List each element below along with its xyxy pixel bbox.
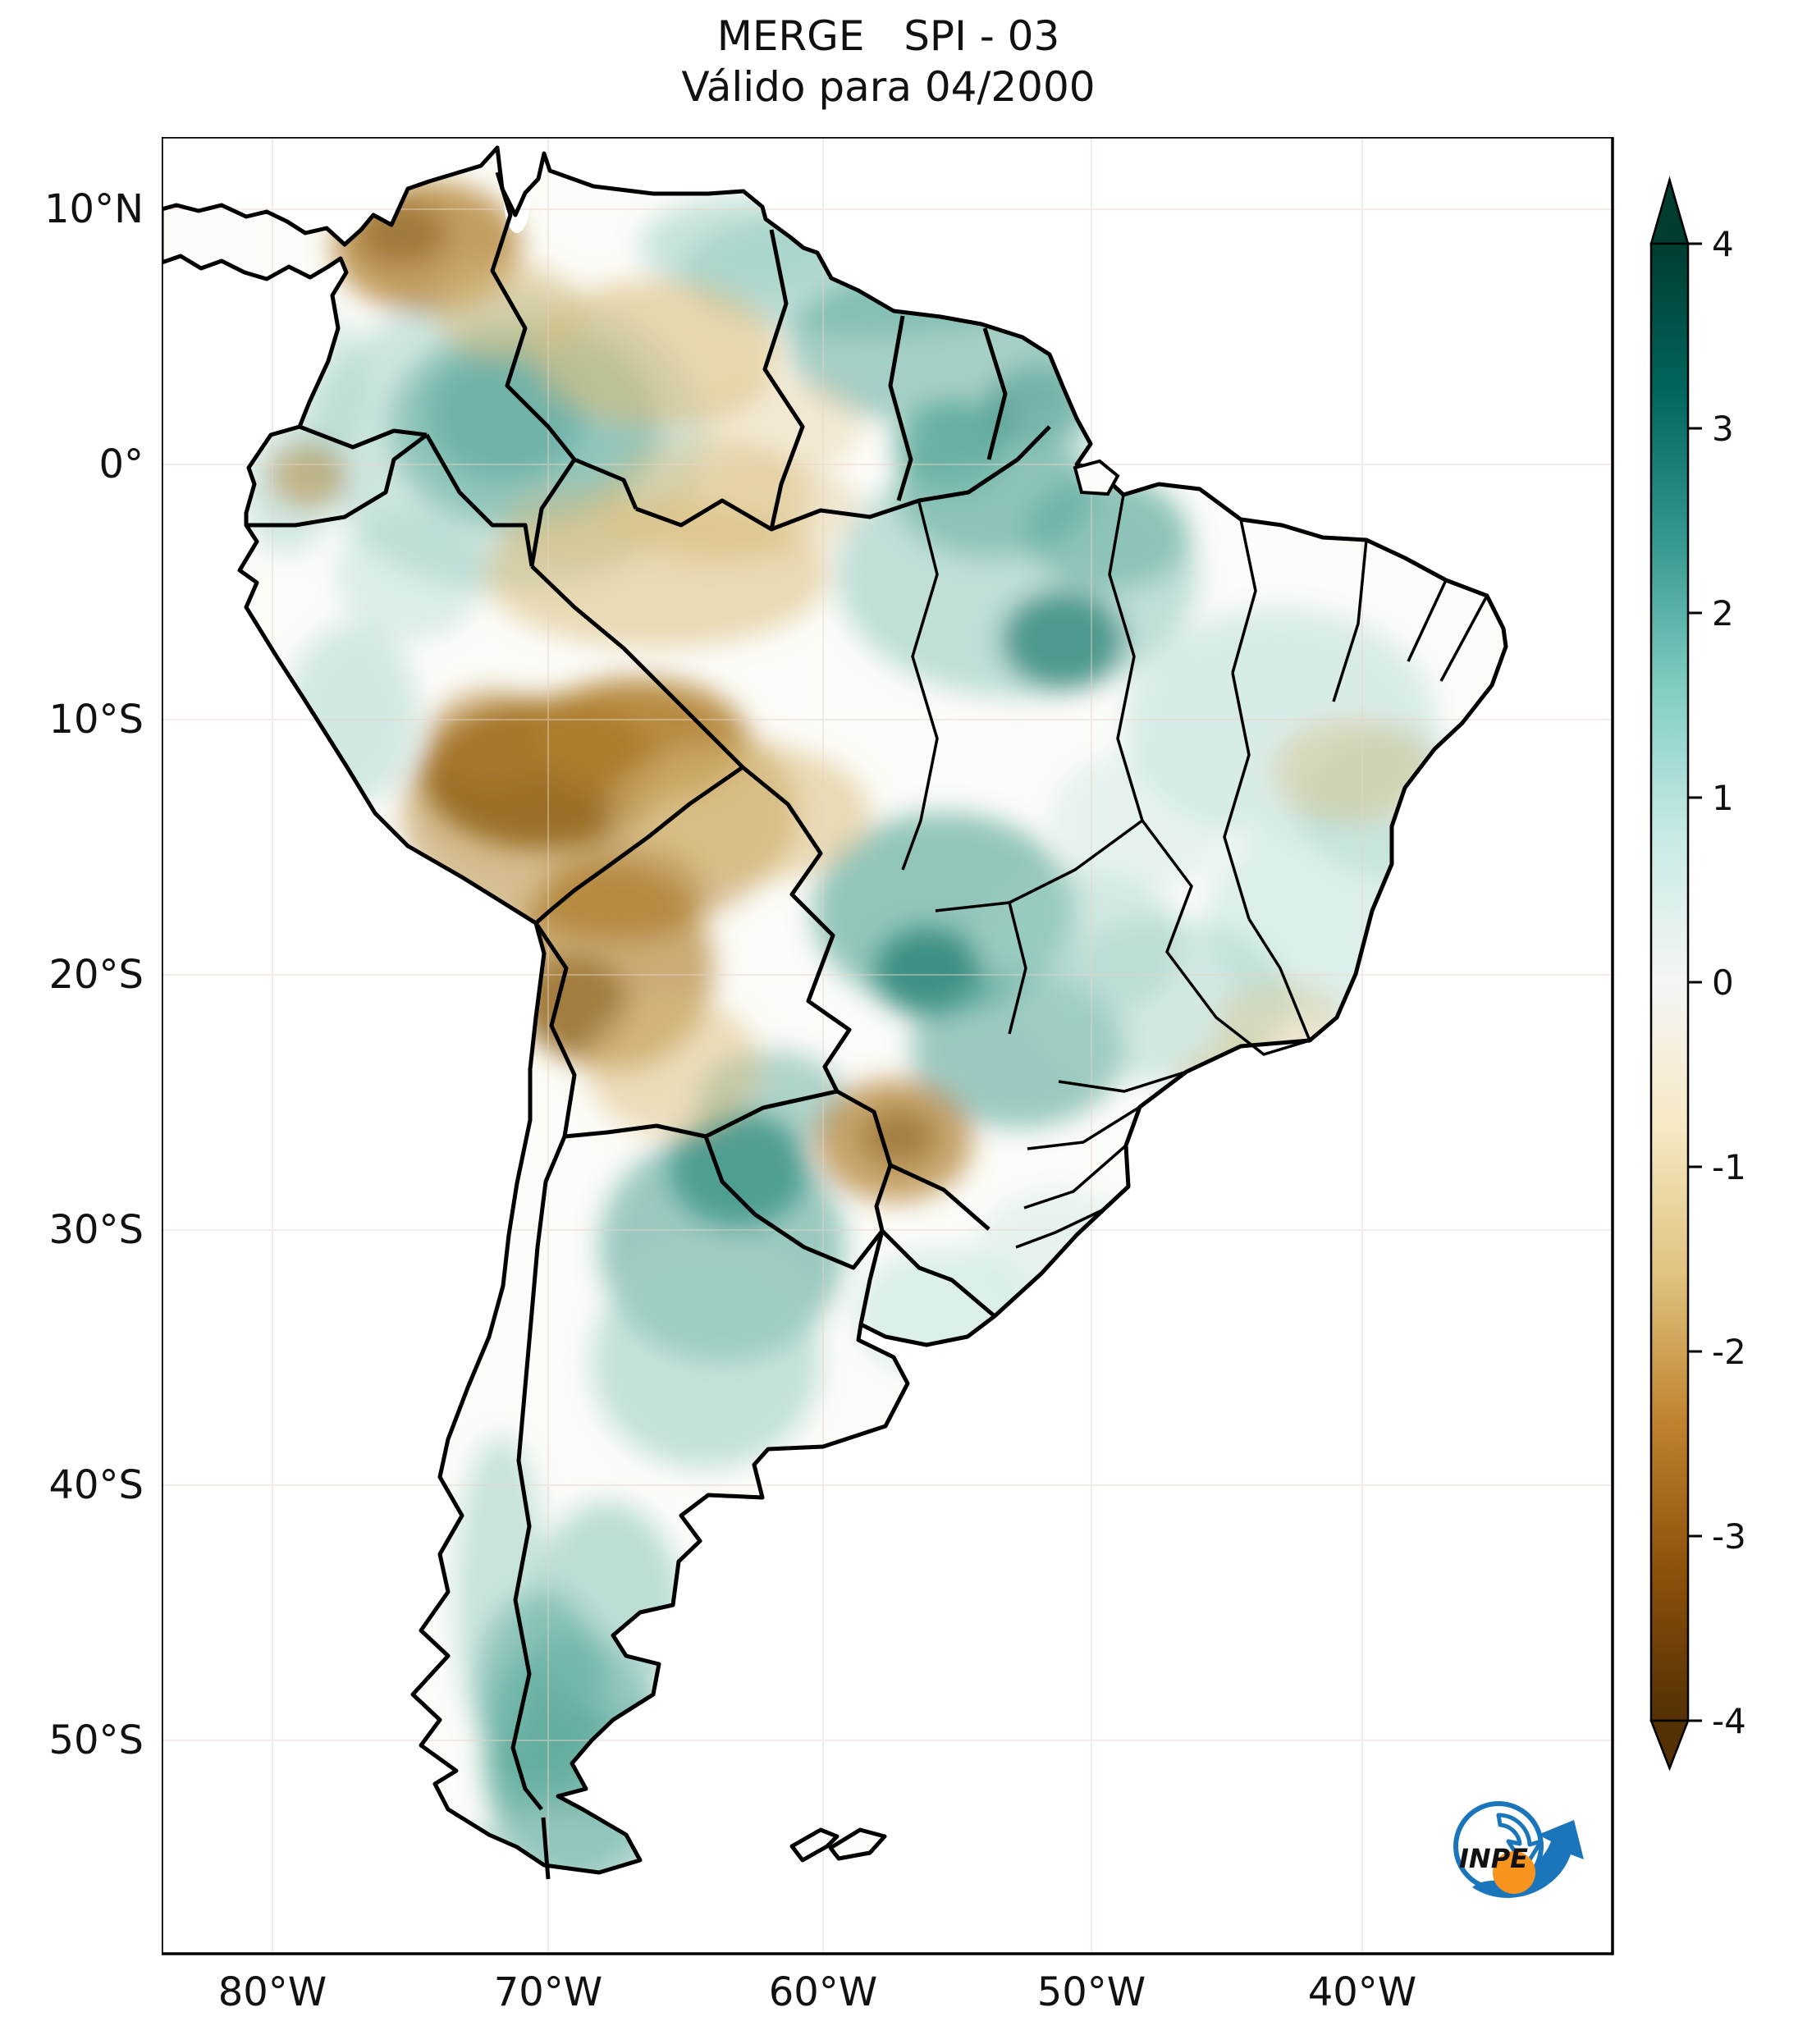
lat-tick-20s: 20°S [48, 952, 144, 998]
cb-label-0: 0 [1712, 963, 1734, 1003]
inpe-logo-sun-icon [1493, 1851, 1535, 1894]
map-canvas [162, 137, 1614, 1955]
inpe-logo: INPE [1453, 1801, 1584, 1898]
cb-label-3: 3 [1712, 409, 1734, 449]
chart-subtitle: Válido para 04/2000 [681, 63, 1096, 111]
lon-tick-40w: 40°W [1307, 1969, 1417, 2015]
graticule [162, 137, 1614, 1955]
cb-label-m3: -3 [1712, 1516, 1746, 1557]
spi-anomaly-field [242, 181, 1494, 1873]
country-borders [246, 171, 1051, 1880]
lon-tick-80w: 80°W [217, 1969, 327, 2015]
colorbar-extend-min [1649, 1719, 1690, 1772]
lat-tick-40s: 40°S [48, 1462, 144, 1508]
lon-tick-70w: 70°W [493, 1969, 603, 2015]
lon-tick-60w: 60°W [768, 1969, 878, 2015]
lat-tick-10s: 10°S [48, 697, 144, 743]
inpe-logo-up-arrow-icon [1472, 1820, 1584, 1898]
lat-tick-30s: 30°S [48, 1207, 144, 1253]
state-borders [901, 494, 1489, 1249]
cb-label-m1: -1 [1712, 1147, 1746, 1187]
cb-label-4: 4 [1712, 224, 1734, 264]
falkland-islands [789, 1827, 887, 1863]
colorbar-tick-labels: 4 3 2 1 0 -1 -2 -3 -4 [1712, 224, 1746, 1741]
colorbar-gradient [1649, 242, 1690, 1722]
cb-label-2: 2 [1712, 593, 1734, 633]
colorbar-ticks [1688, 242, 1702, 1722]
lat-tick-0: 0° [98, 441, 144, 487]
inpe-logo-down-arrow-icon [1496, 1813, 1544, 1870]
chart-title: MERGE SPI - 03 [716, 12, 1060, 60]
lon-tick-50w: 50°W [1036, 1969, 1146, 2015]
lat-tick-50s: 50°S [48, 1717, 144, 1763]
cb-label-m4: -4 [1712, 1701, 1746, 1741]
marajo-island [1073, 459, 1120, 496]
lat-tick-10n: 10°N [44, 186, 144, 232]
inpe-logo-text: INPE [1459, 1843, 1528, 1874]
colorbar: 4 3 2 1 0 -1 -2 -3 -4 [1649, 176, 1746, 1772]
plot-frame [162, 137, 1614, 1955]
cb-label-m2: -2 [1712, 1332, 1746, 1372]
colorbar-extend-max [1649, 176, 1690, 245]
cb-label-1: 1 [1712, 778, 1734, 818]
